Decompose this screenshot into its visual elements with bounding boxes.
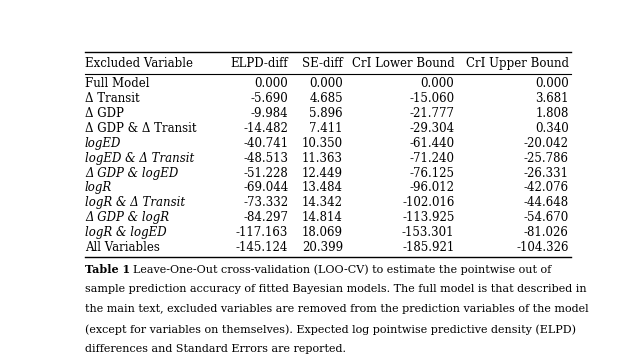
Text: logED & Δ Transit: logED & Δ Transit [85, 152, 194, 165]
Text: SE-diff: SE-diff [302, 57, 343, 70]
Text: 0.000: 0.000 [420, 77, 454, 90]
Text: -42.076: -42.076 [524, 181, 568, 194]
Text: 3.681: 3.681 [535, 92, 568, 105]
Text: -185.921: -185.921 [402, 241, 454, 255]
Text: 14.814: 14.814 [302, 211, 343, 224]
Text: -5.690: -5.690 [251, 92, 288, 105]
Text: ELPD-diff: ELPD-diff [230, 57, 288, 70]
Text: CrI Lower Bound: CrI Lower Bound [352, 57, 454, 70]
Text: -71.240: -71.240 [410, 152, 454, 165]
Text: 0.000: 0.000 [255, 77, 288, 90]
Text: Full Model: Full Model [85, 77, 150, 90]
Text: Leave-One-Out cross-validation (LOO-CV) to estimate the pointwise out of: Leave-One-Out cross-validation (LOO-CV) … [125, 264, 551, 275]
Text: -21.777: -21.777 [410, 107, 454, 120]
Text: 20.399: 20.399 [301, 241, 343, 255]
Text: -51.228: -51.228 [244, 167, 288, 180]
Text: -48.513: -48.513 [243, 152, 288, 165]
Text: differences and Standard Errors are reported.: differences and Standard Errors are repo… [85, 344, 346, 354]
Text: 4.685: 4.685 [309, 92, 343, 105]
Text: 14.342: 14.342 [302, 197, 343, 210]
Text: 10.350: 10.350 [301, 136, 343, 149]
Text: -96.012: -96.012 [410, 181, 454, 194]
Text: Δ Transit: Δ Transit [85, 92, 140, 105]
Text: 7.411: 7.411 [309, 122, 343, 135]
Text: CrI Upper Bound: CrI Upper Bound [465, 57, 568, 70]
Text: logR & Δ Transit: logR & Δ Transit [85, 197, 185, 210]
Text: -25.786: -25.786 [524, 152, 568, 165]
Text: 0.000: 0.000 [309, 77, 343, 90]
Text: -153.301: -153.301 [402, 226, 454, 239]
Text: -29.304: -29.304 [410, 122, 454, 135]
Text: -15.060: -15.060 [410, 92, 454, 105]
Text: -26.331: -26.331 [524, 167, 568, 180]
Text: -40.741: -40.741 [243, 136, 288, 149]
Text: -20.042: -20.042 [524, 136, 568, 149]
Text: the main text, excluded variables are removed from the prediction variables of t: the main text, excluded variables are re… [85, 304, 589, 314]
Text: -61.440: -61.440 [410, 136, 454, 149]
Text: Table 1: Table 1 [85, 264, 130, 275]
Text: All Variables: All Variables [85, 241, 160, 255]
Text: sample prediction accuracy of fitted Bayesian models. The full model is that des: sample prediction accuracy of fitted Bay… [85, 284, 587, 294]
Text: 0.000: 0.000 [535, 77, 568, 90]
Text: -81.026: -81.026 [524, 226, 568, 239]
Text: -84.297: -84.297 [243, 211, 288, 224]
Text: -117.163: -117.163 [236, 226, 288, 239]
Text: -44.648: -44.648 [524, 197, 568, 210]
Text: Excluded Variable: Excluded Variable [85, 57, 193, 70]
Text: -113.925: -113.925 [402, 211, 454, 224]
Text: -73.332: -73.332 [243, 197, 288, 210]
Text: -76.125: -76.125 [410, 167, 454, 180]
Text: -69.044: -69.044 [243, 181, 288, 194]
Text: -9.984: -9.984 [251, 107, 288, 120]
Text: Δ GDP: Δ GDP [85, 107, 124, 120]
Text: -54.670: -54.670 [524, 211, 568, 224]
Text: 1.808: 1.808 [535, 107, 568, 120]
Text: -102.016: -102.016 [402, 197, 454, 210]
Text: logR & logED: logR & logED [85, 226, 166, 239]
Text: -14.482: -14.482 [243, 122, 288, 135]
Text: 12.449: 12.449 [302, 167, 343, 180]
Text: 11.363: 11.363 [302, 152, 343, 165]
Text: 18.069: 18.069 [302, 226, 343, 239]
Text: -145.124: -145.124 [236, 241, 288, 255]
Text: logR: logR [85, 181, 112, 194]
Text: logED: logED [85, 136, 122, 149]
Text: Δ GDP & logED: Δ GDP & logED [85, 167, 178, 180]
Text: Δ GDP & logR: Δ GDP & logR [85, 211, 169, 224]
Text: -104.326: -104.326 [516, 241, 568, 255]
Text: 5.896: 5.896 [309, 107, 343, 120]
Text: 13.484: 13.484 [302, 181, 343, 194]
Text: (except for variables on themselves). Expected log pointwise predictive density : (except for variables on themselves). Ex… [85, 324, 576, 335]
Text: Δ GDP & Δ Transit: Δ GDP & Δ Transit [85, 122, 196, 135]
Text: 0.340: 0.340 [535, 122, 568, 135]
